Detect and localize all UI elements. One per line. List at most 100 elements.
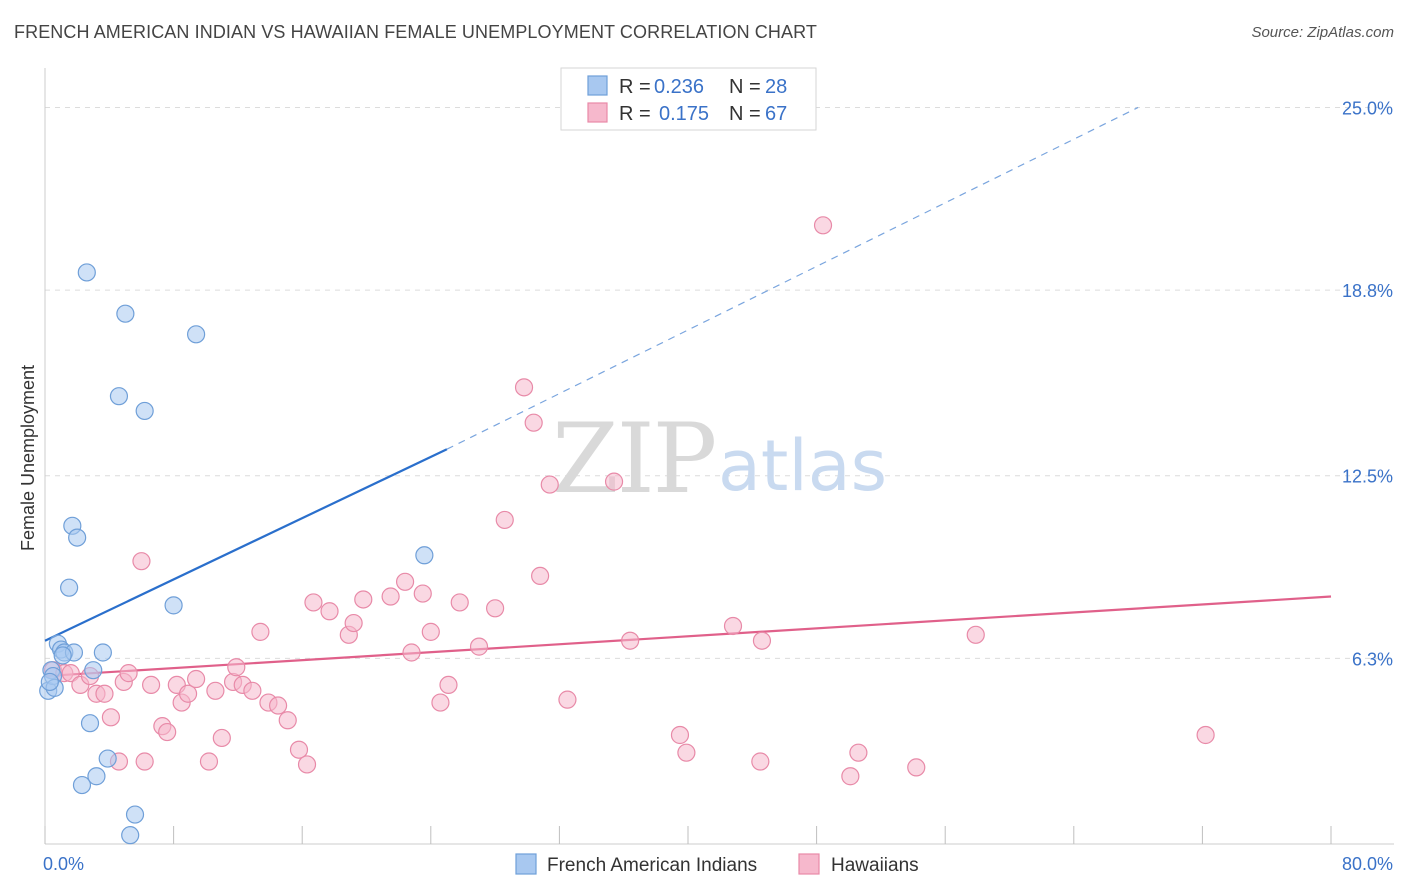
point-hawaiian bbox=[723, 616, 743, 636]
point-hawaiian bbox=[531, 566, 550, 586]
point-hawaiian bbox=[402, 643, 421, 662]
y-tick-label: 12.5% bbox=[1342, 467, 1393, 487]
point-hawaiian bbox=[227, 658, 246, 677]
x-tick-label: 80.0% bbox=[1342, 854, 1393, 874]
bottom-legend-swatch-blue bbox=[515, 853, 537, 875]
point-french-american-indian bbox=[84, 661, 103, 680]
point-hawaiian bbox=[381, 587, 400, 606]
point-hawaiian bbox=[558, 690, 577, 709]
legend-n-value-2: 67 bbox=[765, 103, 787, 125]
watermark: ZIP atlas bbox=[552, 403, 887, 515]
point-hawaiian bbox=[395, 572, 415, 591]
source-label: Source: ZipAtlas.com bbox=[1251, 24, 1394, 41]
legend-n-label-2: N = bbox=[729, 103, 761, 125]
y-tick-labels: 6.3% 12.5% 18.8% 25.0% bbox=[1342, 98, 1393, 669]
point-hawaiian bbox=[813, 216, 833, 235]
point-hawaiian bbox=[289, 740, 309, 759]
bottom-legend-label-1: French American Indians bbox=[547, 855, 757, 876]
point-hawaiian bbox=[95, 684, 114, 703]
point-hawaiian bbox=[297, 755, 317, 774]
point-french-american-indian bbox=[135, 401, 154, 421]
point-french-american-indian bbox=[98, 749, 117, 768]
point-hawaiian bbox=[178, 684, 198, 703]
point-hawaiian bbox=[206, 681, 225, 700]
point-hawaiian bbox=[469, 637, 489, 656]
point-hawaiian bbox=[841, 767, 860, 786]
point-french-american-indian bbox=[164, 596, 183, 615]
point-french-american-indian bbox=[121, 826, 140, 845]
point-hawaiian bbox=[304, 593, 323, 612]
point-hawaiian bbox=[243, 681, 262, 700]
legend-swatch-pink bbox=[587, 102, 608, 123]
point-hawaiian bbox=[751, 752, 770, 771]
trend-line-blue bbox=[44, 448, 448, 642]
point-hawaiian bbox=[421, 622, 440, 641]
point-hawaiian bbox=[199, 752, 219, 771]
point-hawaiian bbox=[495, 510, 514, 530]
watermark-zip: ZIP bbox=[552, 403, 715, 515]
point-hawaiian bbox=[849, 743, 868, 762]
point-hawaiian bbox=[1196, 725, 1215, 745]
point-hawaiian bbox=[278, 711, 297, 730]
chart-title: FRENCH AMERICAN INDIAN VS HAWAIIAN FEMAL… bbox=[14, 22, 817, 42]
point-hawaiian bbox=[907, 758, 926, 777]
bottom-legend-swatch-pink bbox=[798, 853, 820, 875]
point-french-american-indian bbox=[125, 805, 145, 824]
y-axis-label: Female Unemployment bbox=[18, 365, 38, 551]
point-french-american-indian bbox=[80, 714, 100, 733]
point-french-american-indian bbox=[415, 546, 434, 565]
legend-swatch-blue bbox=[587, 75, 608, 96]
y-tick-label: 25.0% bbox=[1342, 98, 1393, 118]
point-hawaiian bbox=[61, 664, 80, 683]
point-hawaiian bbox=[135, 752, 154, 771]
point-hawaiian bbox=[431, 693, 450, 712]
legend-r-label-1: R = bbox=[619, 76, 651, 98]
point-hawaiian bbox=[187, 669, 206, 689]
point-hawaiian bbox=[604, 472, 624, 491]
point-french-american-indian bbox=[68, 528, 87, 547]
bottom-legend-label-2: Hawaiians bbox=[831, 855, 919, 876]
grid-lines bbox=[45, 106, 1394, 659]
point-hawaiian bbox=[966, 625, 985, 644]
point-hawaiian bbox=[439, 675, 458, 695]
point-hawaiian bbox=[132, 552, 151, 571]
point-french-american-indian bbox=[109, 387, 129, 406]
point-hawaiian bbox=[101, 708, 121, 727]
trend-lines bbox=[44, 106, 1332, 678]
point-hawaiian bbox=[450, 593, 469, 612]
point-french-american-indian bbox=[77, 263, 96, 282]
point-hawaiian bbox=[514, 378, 534, 397]
point-hawaiian bbox=[158, 722, 177, 742]
legend-n-label-1: N = bbox=[729, 76, 761, 98]
trend-line-pink bbox=[44, 595, 1332, 678]
point-hawaiian bbox=[268, 696, 288, 715]
data-points bbox=[39, 216, 1215, 845]
legend-r-value-2: 0.175 bbox=[659, 103, 709, 125]
y-tick-label: 18.8% bbox=[1342, 281, 1393, 301]
point-french-american-indian bbox=[40, 672, 59, 692]
x-tick-label: 0.0% bbox=[43, 854, 84, 874]
point-french-american-indian bbox=[87, 767, 106, 786]
x-tick-labels: 0.0% 80.0% bbox=[43, 854, 1393, 874]
legend: R = 0.236 N = 28 R = 0.175 N = 67 bbox=[560, 67, 817, 131]
point-hawaiian bbox=[677, 743, 696, 762]
point-hawaiian bbox=[251, 622, 270, 641]
point-french-american-indian bbox=[53, 646, 72, 665]
trend-line-blue-extension bbox=[446, 106, 1139, 450]
legend-n-value-1: 28 bbox=[765, 76, 787, 98]
watermark-atlas: atlas bbox=[718, 425, 887, 507]
point-hawaiian bbox=[752, 631, 772, 650]
y-tick-label: 6.3% bbox=[1352, 649, 1393, 669]
point-hawaiian bbox=[212, 728, 231, 748]
point-hawaiian bbox=[413, 584, 432, 603]
point-hawaiian bbox=[344, 613, 363, 633]
point-hawaiian bbox=[486, 599, 505, 618]
bottom-legend: French American Indians Hawaiians bbox=[515, 853, 919, 876]
point-hawaiian bbox=[670, 725, 690, 745]
point-hawaiian bbox=[119, 664, 138, 683]
point-hawaiian bbox=[354, 590, 373, 609]
point-hawaiian bbox=[540, 475, 559, 494]
point-hawaiian bbox=[141, 675, 161, 695]
point-hawaiian bbox=[621, 631, 640, 650]
